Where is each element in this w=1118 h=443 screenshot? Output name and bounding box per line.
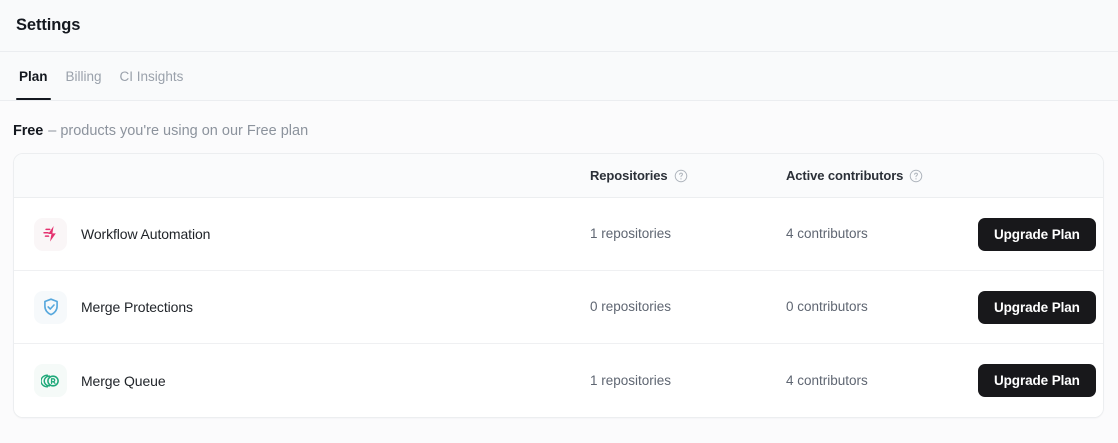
contributors-cell: 0 contributors xyxy=(786,298,978,316)
product-name: Merge Queue xyxy=(81,372,166,389)
action-cell: Upgrade Plan xyxy=(978,290,1096,324)
contributors-value: 4 contributors xyxy=(786,226,868,241)
plan-summary: Free – products you're using on our Free… xyxy=(0,101,1118,153)
tab-billing-label: Billing xyxy=(65,68,102,84)
action-cell: Upgrade Plan xyxy=(978,217,1096,251)
help-icon[interactable] xyxy=(909,169,923,183)
product-name: Merge Protections xyxy=(81,299,193,315)
product-cell: Merge Protections xyxy=(34,290,590,324)
repositories-value: 1 repositories xyxy=(590,372,672,388)
page-title: Settings xyxy=(16,16,81,34)
tab-plan-label: Plan xyxy=(19,68,48,84)
product-cell: Merge Queue xyxy=(34,364,590,397)
tab-billing[interactable]: Billing xyxy=(57,52,111,100)
tab-ci-insights[interactable]: CI Insights xyxy=(111,52,193,100)
workflow-lightning-icon xyxy=(34,217,67,251)
product-cell: Workflow Automation xyxy=(34,217,590,251)
repositories-value: 0 repositories xyxy=(590,299,672,314)
contributors-cell: 4 contributors xyxy=(786,225,978,243)
shield-check-icon xyxy=(34,290,67,324)
table-row: Workflow Automation 1 repositories 4 con… xyxy=(14,198,1103,271)
repositories-cell: 1 repositories xyxy=(590,372,786,390)
products-table: Repositories Active contributors xyxy=(13,153,1104,418)
tab-plan[interactable]: Plan xyxy=(10,52,57,100)
table-header-row: Repositories Active contributors xyxy=(14,154,1103,198)
repositories-value: 1 repositories xyxy=(590,226,672,241)
contributors-value: 4 contributors xyxy=(786,372,868,388)
column-header-repositories-label: Repositories xyxy=(590,168,668,183)
plan-description: – products you're using on our Free plan xyxy=(48,123,309,139)
action-cell: Upgrade Plan xyxy=(978,364,1096,397)
plan-name: Free xyxy=(13,123,44,139)
contributors-value: 0 contributors xyxy=(786,299,868,314)
product-name: Workflow Automation xyxy=(81,226,211,242)
upgrade-plan-button[interactable]: Upgrade Plan xyxy=(978,217,1096,251)
page-header: Settings xyxy=(0,0,1118,52)
column-header-contributors: Active contributors xyxy=(786,168,978,183)
help-icon[interactable] xyxy=(674,169,688,183)
table-row: Merge Queue 1 repositories 4 contributor… xyxy=(14,344,1103,417)
repositories-cell: 1 repositories xyxy=(590,225,786,243)
upgrade-plan-button[interactable]: Upgrade Plan xyxy=(978,290,1096,324)
tab-ci-insights-label: CI Insights xyxy=(119,68,184,84)
table-row: Merge Protections 0 repositories 0 contr… xyxy=(14,271,1103,344)
settings-tabbar: Plan Billing CI Insights xyxy=(0,52,1118,101)
column-header-contributors-label: Active contributors xyxy=(786,168,904,183)
column-header-repositories: Repositories xyxy=(590,168,786,183)
merge-queue-stack-icon xyxy=(34,364,67,397)
upgrade-plan-button[interactable]: Upgrade Plan xyxy=(978,364,1096,397)
repositories-cell: 0 repositories xyxy=(590,298,786,316)
contributors-cell: 4 contributors xyxy=(786,372,978,390)
